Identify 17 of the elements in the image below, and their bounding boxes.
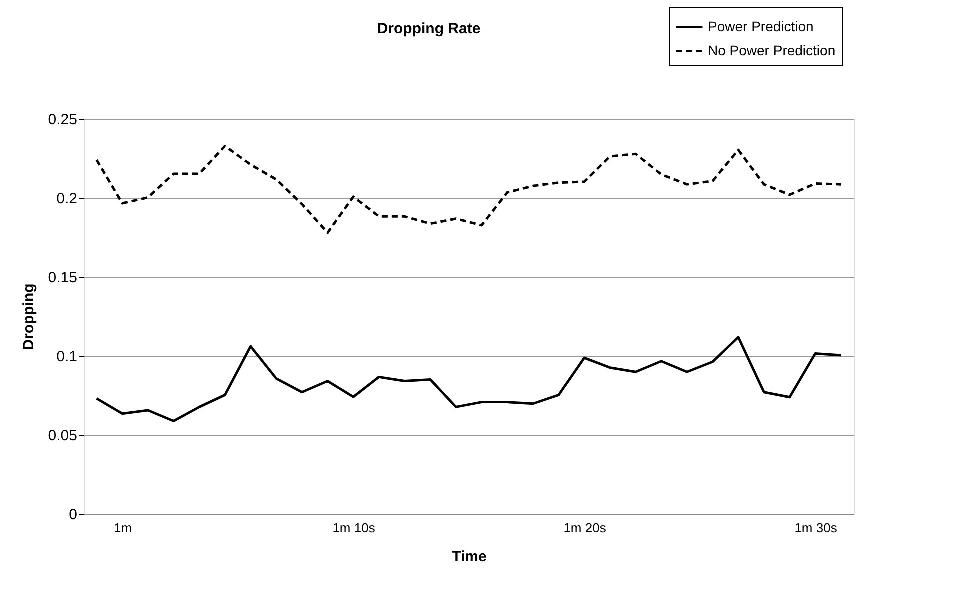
legend-label: No Power Prediction (708, 42, 836, 58)
x-tick-label: 1m 10s (332, 520, 376, 536)
x-tick-label: 1m 20s (564, 520, 607, 536)
y-axis-title: Dropping (20, 284, 38, 350)
y-tick-label: 0.2 (56, 190, 78, 208)
x-tick-label: 1m 30s (794, 520, 838, 536)
y-tick-label: 0.25 (48, 112, 78, 128)
y-tick-label: 0.05 (48, 428, 78, 444)
x-axis-title: Time (452, 548, 487, 566)
chart-title: Dropping Rate (377, 20, 481, 38)
y-tick-label: 0 (69, 506, 78, 524)
y-tick-label: 0.1 (56, 348, 78, 366)
line-series (96, 144, 842, 234)
x-tick-label: 1m (114, 520, 132, 536)
y-tick-label: 0.15 (48, 270, 78, 286)
legend-label: Power Prediction (708, 18, 814, 34)
line-series (96, 336, 842, 423)
